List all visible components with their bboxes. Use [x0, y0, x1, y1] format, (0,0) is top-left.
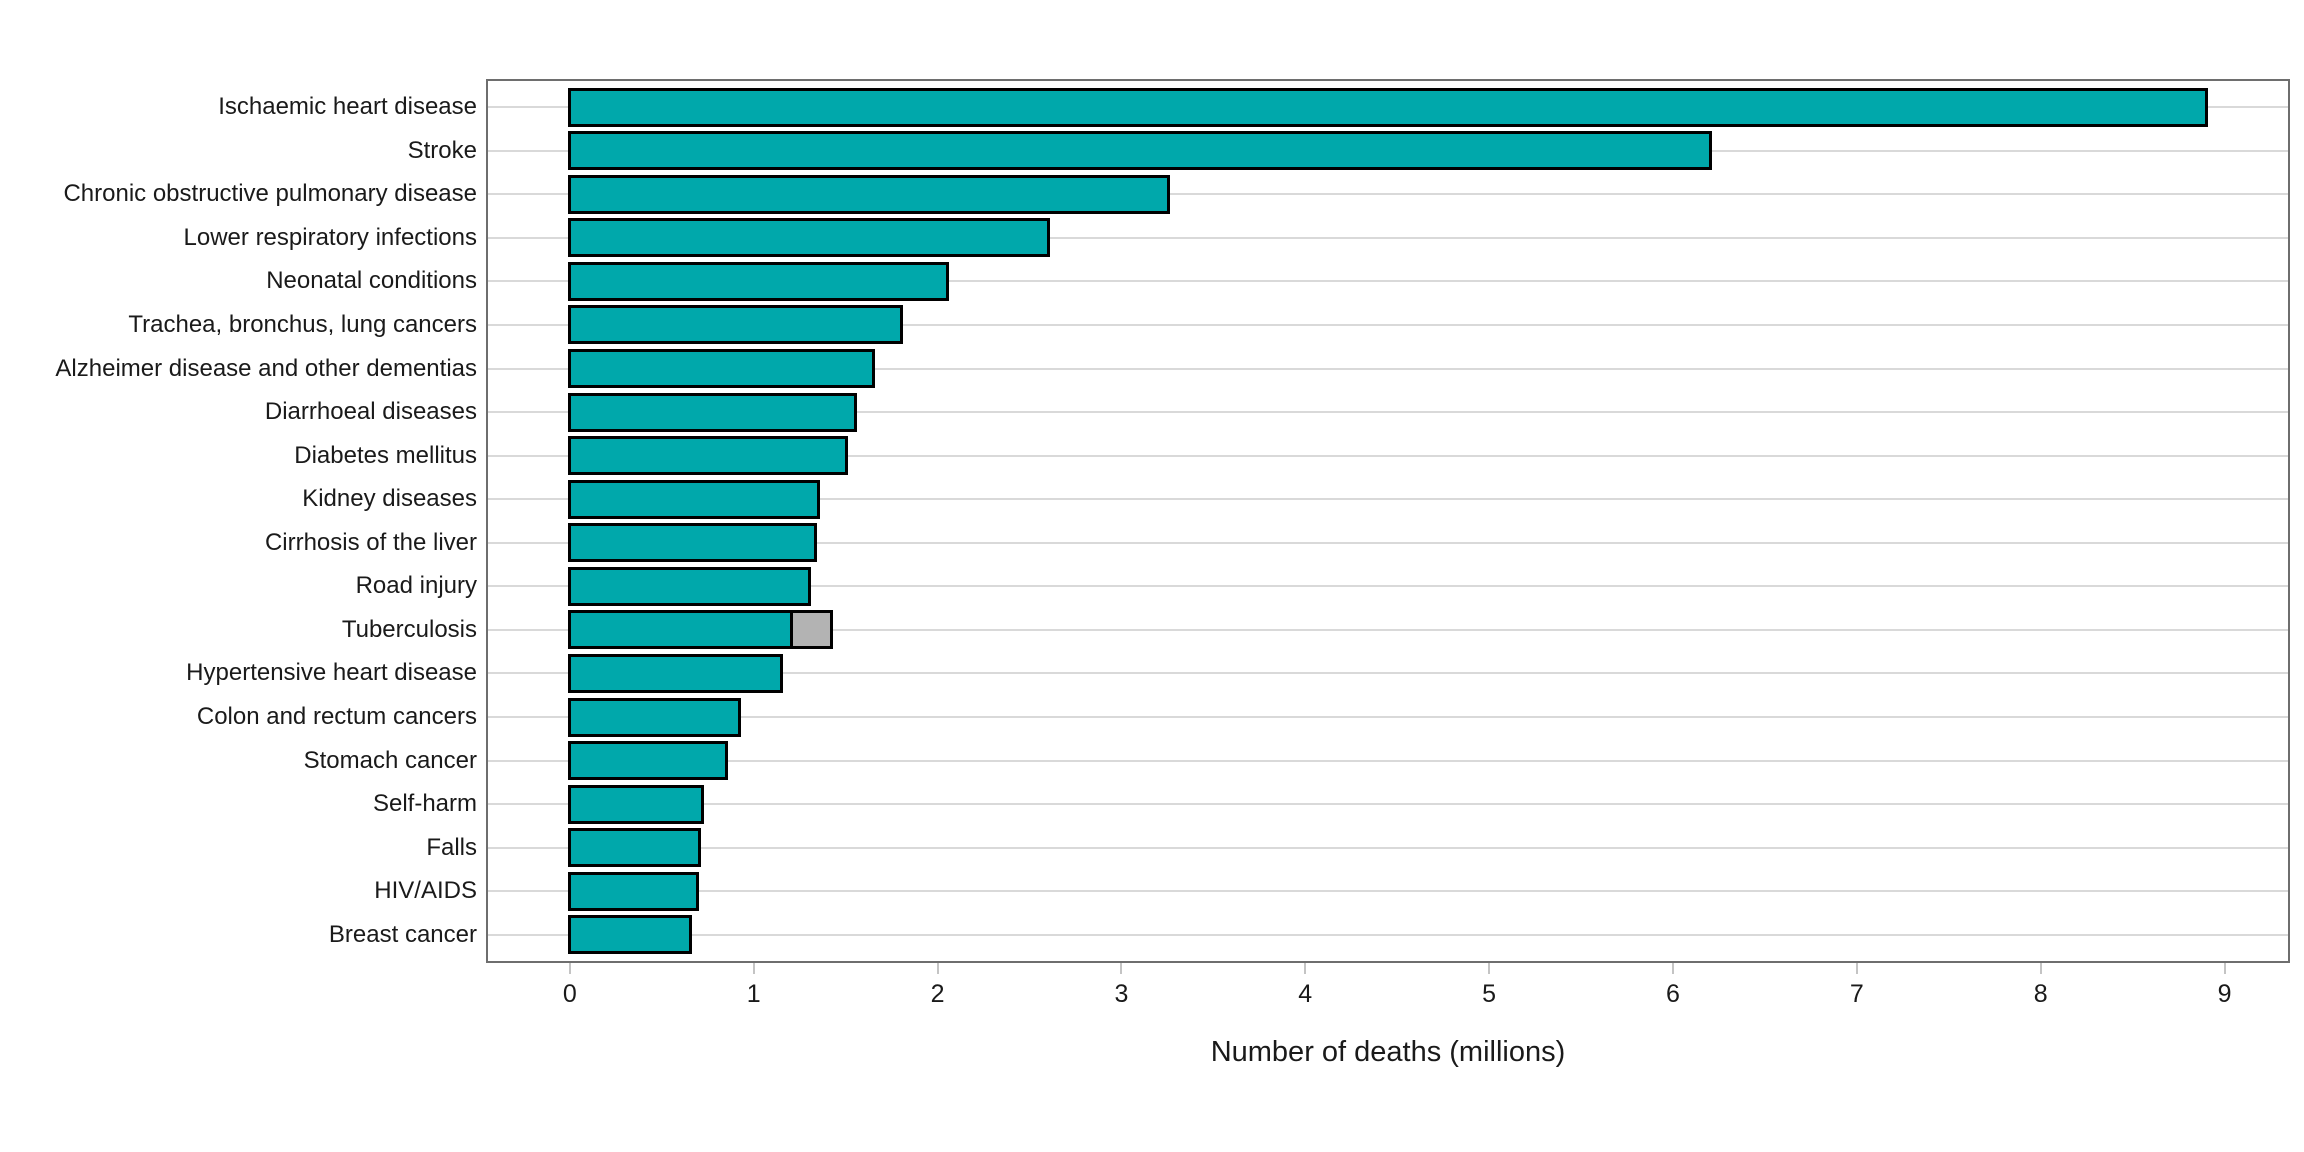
bar	[567, 436, 848, 476]
x-tick-mark	[2223, 963, 2226, 974]
category-label: Hypertensive heart disease	[186, 659, 477, 687]
bar	[567, 87, 2208, 127]
bar	[567, 261, 949, 301]
bar	[567, 741, 728, 781]
category-label: Diarrhoeal diseases	[264, 398, 477, 426]
gridline	[488, 236, 2288, 239]
bar-grey-segment	[789, 610, 833, 650]
category-label: Road injury	[355, 572, 477, 600]
gridline	[488, 846, 2288, 849]
bar	[567, 349, 875, 389]
category-label: Neonatal conditions	[266, 267, 477, 295]
category-label: Stroke	[407, 136, 477, 164]
gridline	[488, 803, 2288, 806]
gridline	[488, 411, 2288, 414]
gridline	[488, 541, 2288, 544]
gridline	[488, 585, 2288, 588]
x-tick-label: 0	[562, 980, 577, 1008]
category-label: Tuberculosis	[341, 615, 477, 643]
bar	[567, 479, 820, 519]
x-axis-title: Number of deaths (millions)	[1210, 1036, 1566, 1068]
gridline	[488, 759, 2288, 762]
x-tick-mark	[2039, 963, 2042, 974]
bar	[567, 871, 699, 911]
x-tick-label: 8	[2033, 980, 2048, 1008]
x-tick-label: 7	[1849, 980, 1864, 1008]
gridline	[488, 716, 2288, 719]
bar	[567, 610, 793, 650]
bar	[567, 828, 701, 868]
x-tick-mark	[752, 963, 755, 974]
bar	[567, 218, 1050, 258]
category-label: Falls	[426, 833, 477, 861]
x-tick-label: 1	[746, 980, 761, 1008]
x-tick-label: 5	[1482, 980, 1497, 1008]
bar	[567, 915, 692, 955]
bar	[567, 174, 1170, 214]
x-tick-label: 3	[1114, 980, 1129, 1008]
bar	[567, 131, 1712, 171]
category-label: Diabetes mellitus	[294, 441, 477, 469]
bar	[567, 697, 741, 737]
gridline	[488, 672, 2288, 675]
x-tick-label: 6	[1666, 980, 1680, 1008]
x-tick-mark	[936, 963, 939, 974]
gridline	[488, 498, 2288, 501]
bar	[567, 305, 903, 345]
category-label: Stomach cancer	[303, 746, 477, 774]
bar	[567, 523, 817, 563]
category-label: Ischaemic heart disease	[218, 93, 477, 121]
x-tick-mark	[1855, 963, 1858, 974]
x-tick-label: 4	[1298, 980, 1313, 1008]
x-tick-mark	[1304, 963, 1307, 974]
bar	[567, 653, 783, 693]
x-tick-label: 9	[2217, 980, 2232, 1008]
category-label: Self-harm	[372, 790, 477, 818]
gridline	[488, 280, 2288, 283]
gridline	[488, 323, 2288, 326]
x-tick-mark	[1488, 963, 1491, 974]
gridline	[488, 367, 2288, 370]
category-label: Colon and rectum cancers	[196, 703, 477, 731]
gridline	[488, 890, 2288, 893]
category-label: Kidney diseases	[302, 485, 477, 513]
category-label: Trachea, bronchus, lung cancers	[128, 310, 477, 338]
bar	[567, 566, 811, 606]
gridline	[488, 933, 2288, 936]
category-label: Breast cancer	[328, 920, 477, 948]
chart-panel	[486, 79, 2290, 963]
category-label: Lower respiratory infections	[183, 223, 477, 251]
x-tick-label: 2	[930, 980, 945, 1008]
bar	[567, 392, 857, 432]
category-label: Cirrhosis of the liver	[264, 528, 477, 556]
x-tick-mark	[1671, 963, 1674, 974]
category-label: Chronic obstructive pulmonary disease	[63, 180, 477, 208]
gridline	[488, 628, 2288, 631]
category-label: Alzheimer disease and other dementias	[55, 354, 477, 382]
bar	[567, 784, 704, 824]
gridline	[488, 193, 2288, 196]
x-tick-mark	[568, 963, 571, 974]
x-tick-mark	[1120, 963, 1123, 974]
category-label: HIV/AIDS	[374, 877, 477, 905]
gridline	[488, 454, 2288, 457]
